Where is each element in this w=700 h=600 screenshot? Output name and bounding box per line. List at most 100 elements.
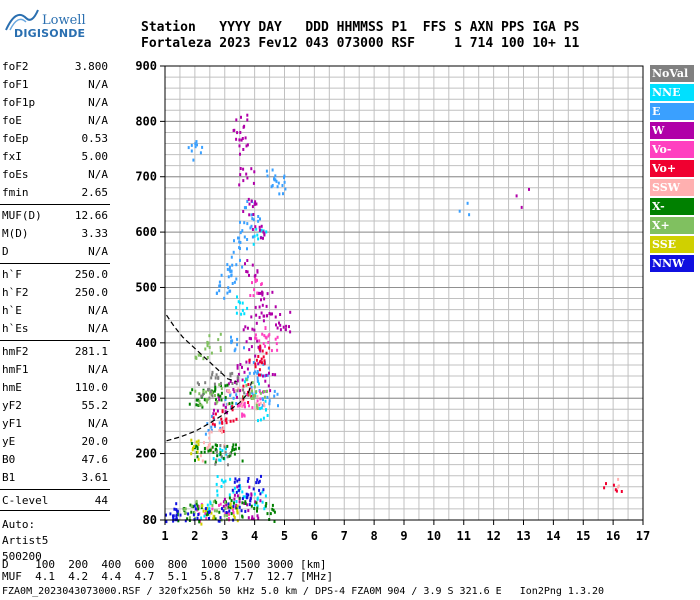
data-point-noval (235, 382, 238, 386)
data-point-e (190, 149, 193, 153)
param-value: 5.00 (81, 150, 109, 163)
data-point-nnw (221, 507, 223, 511)
data-point-nne (258, 382, 260, 386)
data-point-nne (241, 308, 244, 312)
data-point-x- (228, 454, 231, 458)
param-row-foep: foEp 0.53 (2, 132, 108, 146)
param-row-hmf1: hmF1 N/A (2, 363, 108, 377)
data-point-vo- (258, 360, 261, 364)
data-point-nne (228, 493, 231, 497)
data-point-nnw (249, 499, 252, 503)
data-point-x- (234, 447, 237, 451)
data-point-x- (241, 501, 244, 505)
data-point-e (223, 296, 226, 300)
data-point-x- (230, 512, 233, 516)
x-tick-label: 6 (311, 529, 318, 543)
data-point-e (266, 395, 269, 399)
legend-item-nne: NNE (650, 84, 694, 101)
x-tick-label: 15 (576, 529, 590, 543)
data-point-nne (219, 458, 222, 462)
x-tick-label: 9 (400, 529, 407, 543)
data-point-vo- (258, 403, 261, 407)
data-point-noval (227, 463, 229, 467)
data-point-x- (215, 398, 217, 402)
data-point-x- (251, 389, 253, 393)
data-point-noval (231, 371, 234, 375)
data-point-x- (195, 499, 198, 503)
param-separator (0, 204, 110, 205)
param-label: h`F2 (2, 286, 29, 299)
data-point-e (239, 241, 242, 244)
data-point-w (254, 500, 257, 504)
data-point-x- (192, 505, 195, 509)
data-point-e (249, 226, 252, 230)
param-label: M(D) (2, 227, 29, 240)
data-point-x- (272, 508, 275, 512)
data-point-x- (203, 450, 206, 454)
data-point-x- (197, 507, 200, 511)
x-tick-label: 3 (221, 529, 228, 543)
data-point-noval (209, 390, 212, 394)
data-point-noval (223, 445, 226, 449)
data-point-nne (266, 414, 269, 417)
param-row-foe: foE N/A (2, 114, 108, 128)
data-point-w (232, 388, 235, 391)
param-value: N/A (88, 322, 108, 335)
data-point-e (190, 143, 193, 147)
data-point-nnw (173, 507, 176, 511)
data-point-e (219, 284, 222, 288)
data-point-noval (224, 451, 227, 455)
data-point-w (217, 395, 220, 399)
param-label: foE (2, 114, 22, 127)
data-point-sse (236, 519, 239, 523)
data-point-e (257, 219, 260, 223)
data-point-ssw (240, 404, 243, 408)
data-point-vo- (256, 399, 259, 403)
x-tick-label: 16 (606, 529, 620, 543)
data-point-sse (197, 457, 200, 461)
data-point-nnw (235, 490, 238, 494)
data-point-w (229, 380, 232, 384)
data-point-w (258, 228, 261, 232)
data-point-vo- (258, 347, 261, 351)
data-point-vo- (254, 365, 257, 369)
data-point-vo- (224, 511, 227, 515)
data-point-e (226, 263, 229, 267)
data-point-nne (203, 514, 206, 518)
data-point-w (245, 172, 248, 176)
data-point-nne (255, 227, 258, 231)
data-point-e (230, 341, 233, 345)
data-point-e (231, 263, 234, 267)
data-point-x- (215, 501, 218, 505)
data-point-vo- (605, 482, 607, 486)
data-point-e (192, 158, 195, 162)
data-point-noval (207, 388, 209, 392)
data-point-x- (264, 504, 267, 508)
data-point-x- (256, 406, 259, 410)
param-label: h`E (2, 304, 22, 317)
data-point-w (515, 194, 518, 198)
data-point-noval (215, 450, 218, 454)
data-point-vo- (262, 355, 265, 359)
data-point-vo- (268, 333, 271, 337)
data-point-nnw (248, 503, 251, 507)
data-point-x- (219, 332, 222, 336)
data-point-e (250, 213, 253, 217)
data-point-w (248, 213, 251, 217)
data-point-x- (211, 391, 214, 395)
data-point-noval (229, 452, 232, 456)
data-point-x- (197, 404, 200, 407)
data-point-nne (200, 516, 203, 520)
data-point-ssw (201, 459, 204, 463)
data-point-w (263, 297, 266, 301)
data-point-x- (250, 397, 253, 400)
muf-value-row: MUF 4.1 4.2 4.4 4.7 5.1 5.8 7.7 12.7 [MH… (2, 570, 334, 583)
data-point-ssw (210, 446, 213, 450)
data-point-e (283, 174, 286, 178)
data-point-x- (188, 516, 191, 520)
data-point-x- (269, 512, 272, 516)
data-point-sse (232, 514, 235, 518)
data-point-x- (224, 384, 227, 388)
data-point-vo- (262, 342, 265, 346)
data-point-nnw (172, 514, 174, 518)
